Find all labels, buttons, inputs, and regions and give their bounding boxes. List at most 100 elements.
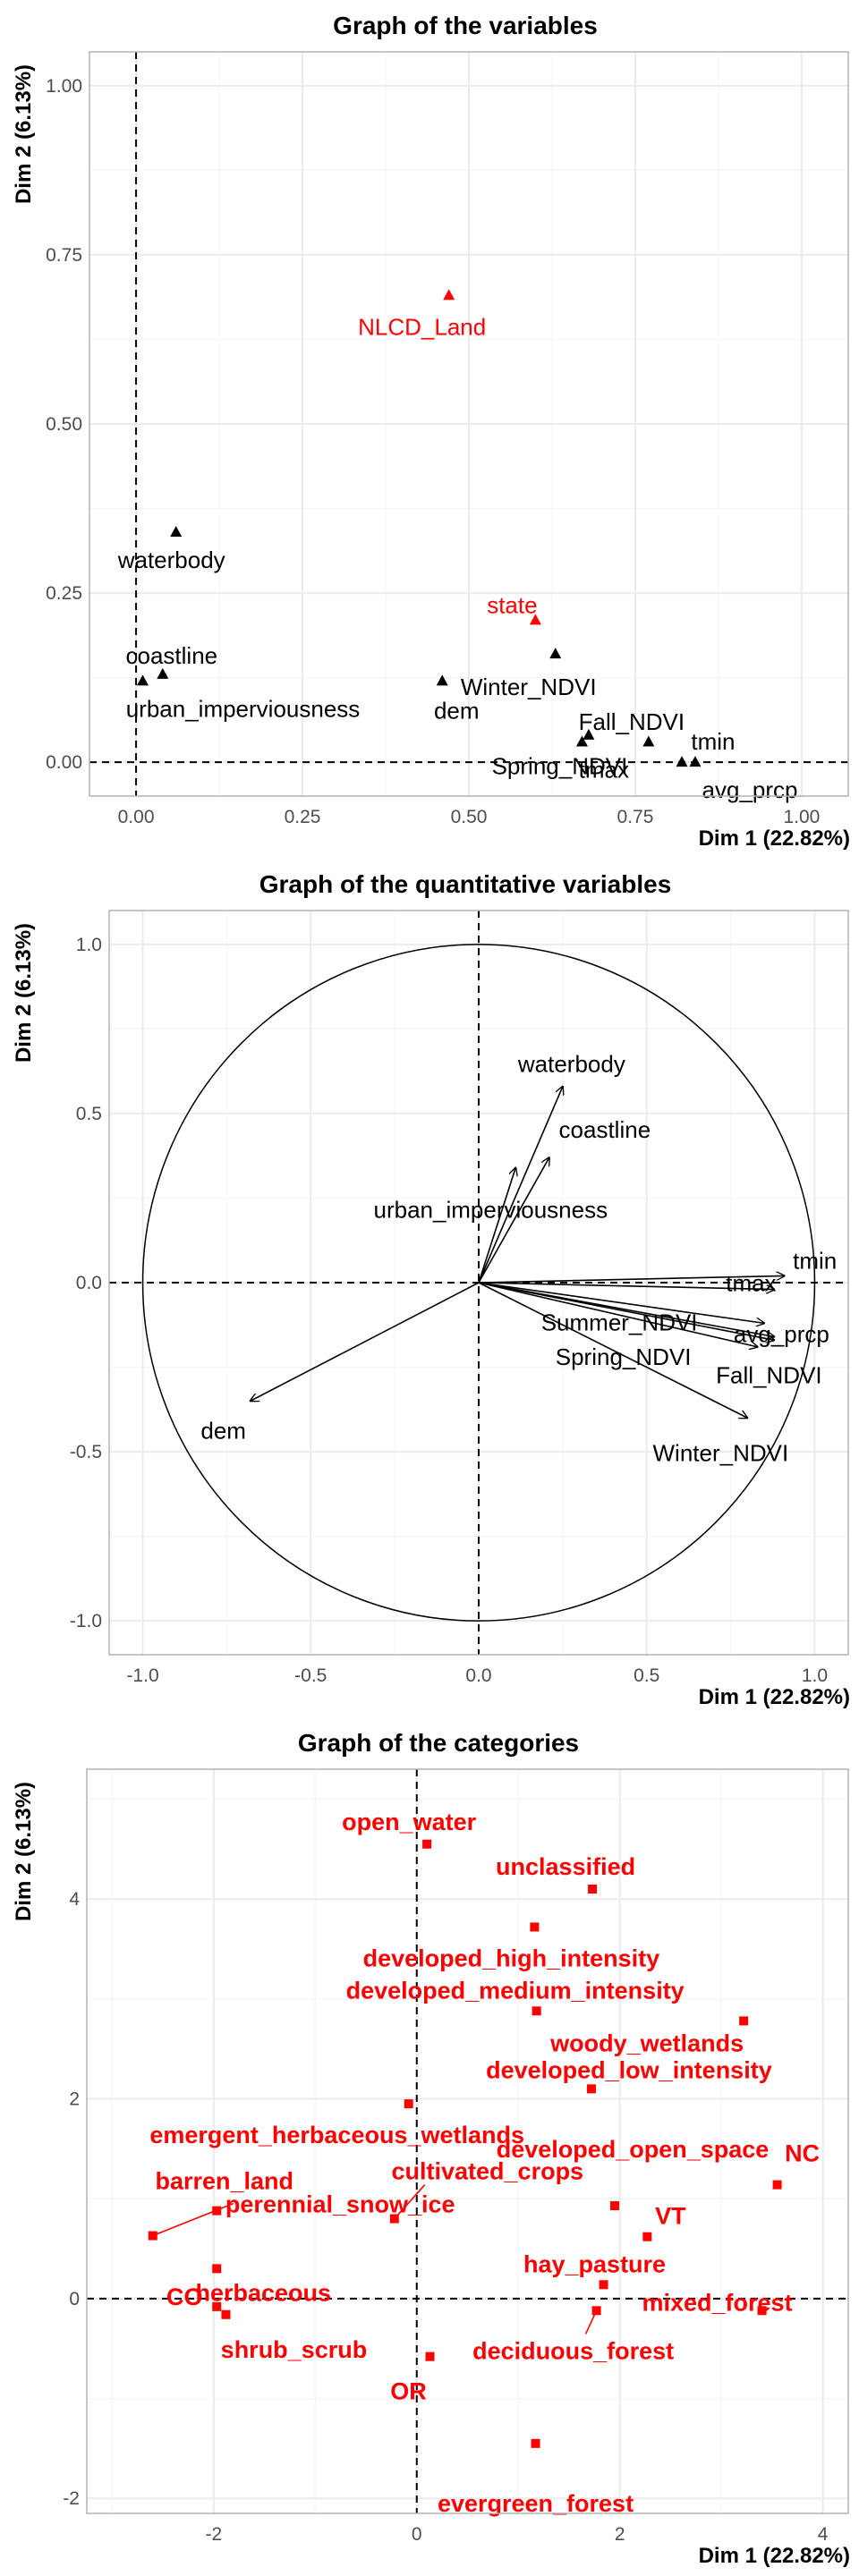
point-label-developed-high-intensity: developed_high_intensity (363, 1945, 660, 1971)
y-axis-title: Dim 2 (6.13%) (12, 64, 36, 204)
point-perennial-snow-ice (212, 2206, 222, 2216)
y-tick-label: 0.00 (46, 752, 82, 773)
arrow-urban-imperviousness (478, 1167, 515, 1284)
chart-title: Graph of the quantitative variables (259, 870, 672, 898)
arrow-dem (251, 1282, 480, 1401)
quantitative-variables-chart: Graph of the quantitative variables wate… (12, 870, 850, 1709)
point-hay-pasture (599, 2280, 608, 2290)
point-label-tmax: tmax (579, 756, 629, 783)
y-tick-label: 0.75 (46, 245, 82, 266)
x-tick-label: -1.0 (126, 1665, 158, 1686)
chart-title: Graph of the variables (333, 12, 598, 39)
y-tick-label: 1.0 (76, 935, 102, 955)
arrow-label-coastline: coastline (559, 1116, 651, 1143)
y-tick-label: -2 (63, 2488, 80, 2509)
y-tick-label: 4 (69, 1889, 80, 1910)
arrow-label-summer-ndvi: Summer_NDVI (541, 1309, 698, 1335)
leader-line (394, 2184, 426, 2220)
y-tick-label: 2 (69, 2089, 80, 2110)
point-label-mixed-forest: mixed_forest (642, 2289, 793, 2316)
y-tick-label: 0.0 (76, 1273, 102, 1293)
point-label-unclassified: unclassified (496, 1853, 635, 1880)
point-developed-medium-intensity (532, 2006, 541, 2016)
point-label-dem: dem (434, 697, 480, 724)
arrow-label-waterbody: waterbody (517, 1051, 625, 1078)
x-tick-label: 0.0 (465, 1665, 491, 1686)
y-axis-title: Dim 2 (6.13%) (12, 1782, 36, 1921)
point-fall-ndvi (583, 728, 595, 740)
point-label-tmin: tmin (691, 728, 735, 755)
leader-line (584, 2309, 598, 2334)
point-label-nlcd-land: NLCD_Land (358, 313, 486, 340)
plot-area: open_water unclassified developed_high_int… (86, 1768, 849, 2517)
point-dem (436, 674, 448, 686)
point-tmin (689, 756, 702, 767)
x-tick-label: 1.00 (783, 807, 820, 827)
arrow-tmax (478, 1282, 774, 1290)
arrow-label-fall-ndvi: Fall_NDVI (716, 1361, 821, 1388)
point-vt (642, 2232, 652, 2241)
point-label-avg-prcp: avg_prcp (702, 776, 798, 803)
arrow-label-winter-ndvi: Winter_NDVI (653, 1439, 789, 1466)
plot-area: NLCD_Land waterbody state coastline urban_im… (89, 51, 849, 803)
y-tick-label: 0.5 (76, 1104, 102, 1124)
point-barren-land (148, 2231, 157, 2241)
arrow-label-avg-prcp: avg_prcp (734, 1321, 829, 1348)
y-tick-label: 1.00 (46, 76, 82, 97)
point-label-coastline: coastline (126, 642, 218, 669)
point-label-co: CO (166, 2284, 203, 2310)
arrow-label-spring-ndvi: Spring_NDVI (556, 1343, 692, 1370)
arrow-label-urban-imperviousness: urban_imperviousness (374, 1196, 608, 1223)
x-tick-label: 2 (615, 2524, 625, 2545)
x-tick-label: -2 (205, 2524, 222, 2545)
point-label-hay-pasture: hay_pasture (523, 2250, 666, 2277)
point-developed-low-intensity (586, 2084, 596, 2094)
point-nlcd-land (443, 289, 455, 301)
point-label-winter-ndvi: Winter_NDVI (461, 674, 597, 700)
y-tick-label: -0.5 (70, 1442, 102, 1462)
point-avg-prcp (676, 756, 688, 767)
y-axis-title: Dim 2 (6.13%) (12, 923, 36, 1063)
point-label-barren-land: barren_land (155, 2168, 293, 2195)
point-label-waterbody: waterbody (117, 547, 225, 573)
variables-chart: Graph of the variables NLCD_Land waterbod… (12, 12, 850, 851)
point-label-urban-imperviousness: urban_imperviousness (126, 695, 361, 722)
point-label-developed-medium-intensity: developed_medium_intensity (346, 1977, 685, 2004)
arrow-tmin (478, 1275, 785, 1284)
point-label-deciduous-forest: deciduous_forest (472, 2337, 674, 2364)
point-emergent-herbaceous-wetlands (404, 2099, 413, 2109)
point-or (425, 2351, 435, 2361)
x-axis-title: Dim 1 (22.82%) (699, 2544, 850, 2568)
point-label-spring-ndvi: Spring_NDVI (492, 752, 628, 779)
point-open-water (422, 1839, 432, 1849)
point-woody-wetlands (739, 2016, 749, 2026)
leader-line (152, 2202, 234, 2237)
arrow-coastline (478, 1157, 549, 1284)
point-label-or: OR (390, 2378, 427, 2405)
point-winter-ndvi (549, 648, 562, 659)
arrow-summer-ndvi (478, 1282, 764, 1323)
arrow-fall-ndvi (478, 1282, 774, 1340)
point-tmax (642, 735, 655, 747)
x-tick-label: 0.75 (617, 807, 654, 827)
point-label-developed-low-intensity: developed_low_intensity (486, 2056, 772, 2083)
point-label-fall-ndvi: Fall_NDVI (579, 708, 685, 735)
point-evergreen-forest (531, 2438, 540, 2448)
point-label-open-water: open_water (342, 1809, 477, 1835)
point-label-shrub-scrub: shrub_scrub (221, 2336, 368, 2363)
point-label-evergreen-forest: evergreen_forest (438, 2490, 634, 2517)
x-tick-label: 1.0 (802, 1665, 828, 1686)
point-label-cultivated-crops: cultivated_crops (392, 2158, 584, 2185)
point-label-woody-wetlands: woody_wetlands (549, 2029, 744, 2056)
point-developed-open-space (610, 2201, 620, 2211)
unit-circle (141, 944, 816, 1622)
point-label-developed-open-space: developed_open_space (497, 2136, 770, 2163)
point-urban-imperviousness (137, 674, 149, 686)
y-tick-label: 0.25 (46, 583, 82, 604)
x-tick-label: 0 (412, 2524, 422, 2545)
point-shrub-scrub (221, 2309, 231, 2319)
categories-chart: Graph of the categories open_waterunclas… (12, 1729, 850, 2568)
x-axis-title: Dim 1 (22.82%) (699, 1685, 850, 1709)
y-tick-label: -1.0 (70, 1611, 102, 1631)
chart-title: Graph of the categories (298, 1729, 579, 1757)
